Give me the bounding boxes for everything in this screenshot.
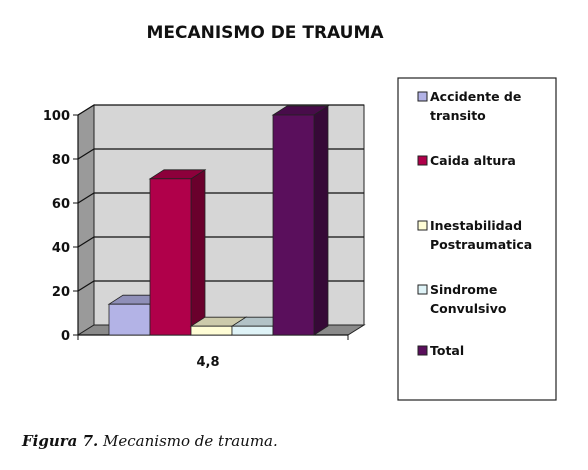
bar-front bbox=[190, 325, 233, 336]
y-tick-label: 20 bbox=[52, 285, 70, 300]
y-tick-label: 60 bbox=[52, 197, 70, 212]
caption-label: Figura 7. bbox=[22, 432, 99, 450]
legend-swatch bbox=[417, 220, 428, 231]
bar-side bbox=[313, 105, 329, 336]
legend-swatch bbox=[417, 284, 428, 295]
legend-swatch bbox=[417, 345, 428, 356]
y-tick-label: 100 bbox=[43, 109, 70, 124]
legend-item: Accidente de transito bbox=[417, 89, 521, 123]
bar-front bbox=[149, 178, 192, 336]
bar-front bbox=[272, 114, 315, 336]
side-wall bbox=[77, 104, 95, 336]
gridline bbox=[77, 104, 364, 116]
legend-item: Inestabilidad Postraumatica bbox=[417, 218, 532, 252]
legend-swatch bbox=[417, 155, 428, 166]
plot-area: 0 20 40 60 80 100 4,8 bbox=[43, 104, 366, 370]
caption-text: Mecanismo de trauma. bbox=[103, 432, 278, 450]
y-tick-label: 40 bbox=[52, 241, 70, 256]
bar-side bbox=[190, 169, 206, 336]
bar-front bbox=[108, 303, 151, 336]
legend-label: transito bbox=[430, 108, 486, 123]
legend-label: Accidente de bbox=[430, 89, 521, 104]
legend-label: Convulsivo bbox=[430, 301, 507, 316]
legend-label: Sindrome bbox=[430, 282, 497, 297]
y-tick-label: 80 bbox=[52, 153, 70, 168]
y-tick-label: 0 bbox=[61, 329, 70, 344]
bar-total bbox=[271, 105, 330, 336]
x-tick-label: 4,8 bbox=[196, 355, 219, 370]
legend-item: Caida altura bbox=[417, 153, 516, 168]
bar-caida-altura bbox=[148, 169, 207, 336]
legend-label: Total bbox=[430, 343, 464, 358]
legend-item: Total bbox=[417, 343, 464, 358]
legend-label: Caida altura bbox=[430, 153, 516, 168]
figure-caption: Figura 7. Mecanismo de trauma. bbox=[22, 432, 278, 450]
legend-swatch bbox=[417, 91, 428, 102]
legend-item: Sindrome Convulsivo bbox=[417, 282, 507, 316]
chart-title: MECANISMO DE TRAUMA bbox=[146, 23, 384, 43]
legend: Accidente de transito Caida altura Inestabi… bbox=[397, 77, 557, 401]
bar-front bbox=[231, 325, 274, 336]
legend-label: Postraumatica bbox=[430, 237, 532, 252]
legend-label: Inestabilidad bbox=[430, 218, 522, 233]
